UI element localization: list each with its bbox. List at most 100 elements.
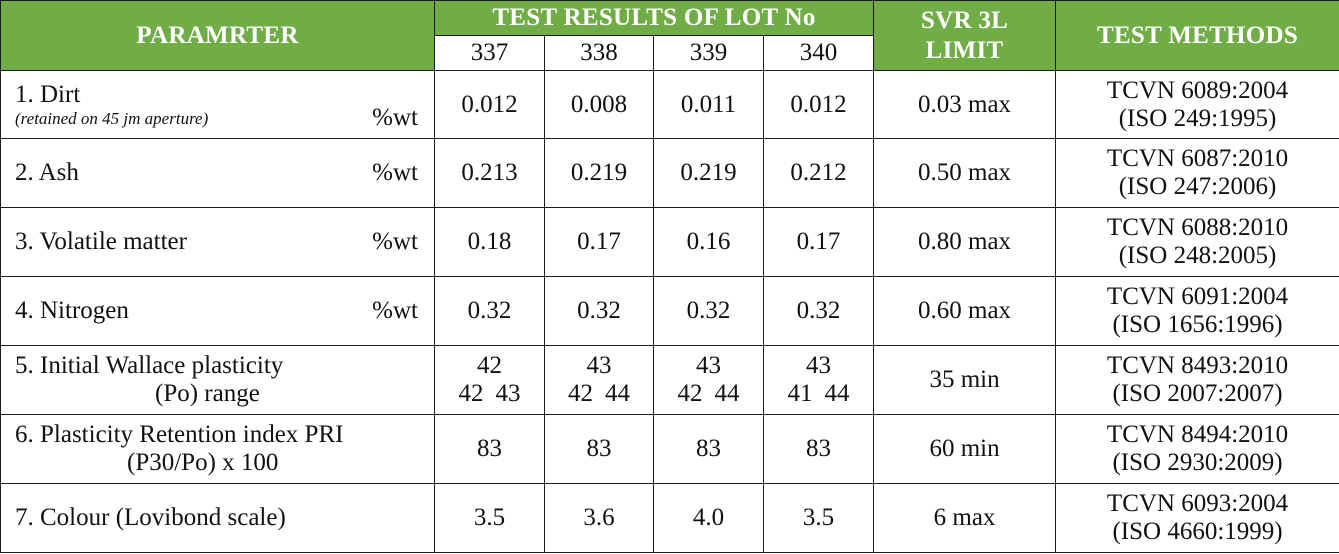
method-line: TCVN 8494:2010	[1106, 421, 1289, 448]
value-cell: 0.32	[653, 276, 764, 346]
value-cell: 0.32	[544, 276, 654, 346]
value-cell: 0.219	[653, 138, 764, 208]
header-parameter: PARAMRTER	[0, 0, 435, 71]
method-cell: TCVN 8493:2010 (ISO 2007:2007)	[1055, 345, 1339, 415]
param-note: (retained on 45 jm aperture)	[15, 108, 209, 128]
method-line: TCVN 6088:2010	[1106, 214, 1289, 241]
value-main: 43	[806, 352, 832, 379]
range-min: 42	[568, 380, 593, 407]
limit-cell: 0.80 max	[873, 207, 1057, 277]
value-cell: 43 42 44	[653, 345, 764, 415]
param-unit: %wt	[372, 297, 418, 324]
param-cell: 7. Colour (Lovibond scale)	[0, 483, 435, 553]
method-line: TCVN 6089:2004	[1106, 76, 1289, 104]
lot-339: 339	[653, 35, 764, 71]
value-cell: 83	[653, 414, 764, 484]
value-cell: 0.17	[762, 207, 875, 277]
range-min: 41	[787, 380, 813, 407]
method-line: TCVN 6087:2010	[1106, 145, 1289, 172]
method-line: (ISO 2930:2009)	[1112, 449, 1283, 476]
param-name: 1. Dirt	[15, 80, 81, 108]
method-line: (ISO 2007:2007)	[1112, 380, 1283, 407]
limit-cell: 60 min	[873, 414, 1057, 484]
param-name: 6. Plasticity Retention index PRI	[15, 421, 344, 448]
param-cell: 2. Ash %wt	[0, 138, 435, 208]
value-cell: 3.5	[762, 483, 875, 553]
method-line: TCVN 8493:2010	[1106, 352, 1289, 379]
value-cell: 3.5	[434, 483, 545, 553]
limit-cell: 0.03 max	[873, 70, 1057, 139]
value-range: 42 44	[654, 380, 763, 408]
table-row: 7. Colour (Lovibond scale) 3.5 3.6 4.0 3…	[0, 483, 1339, 553]
lot-340: 340	[762, 35, 875, 71]
value-cell: 42 42 43	[434, 345, 545, 415]
param-name-line2: (Po) range	[155, 380, 260, 407]
lot-338: 338	[544, 35, 654, 71]
param-name: 7. Colour (Lovibond scale)	[15, 504, 286, 531]
value-cell: 0.011	[653, 70, 764, 139]
param-unit: %wt	[372, 228, 418, 255]
param-unit: %wt	[372, 159, 418, 186]
header-test-results: TEST RESULTS OF LOT No	[433, 0, 875, 36]
table-row: 3. Volatile matter %wt 0.18 0.17 0.16 0.…	[0, 207, 1339, 277]
range-max: 44	[714, 380, 740, 407]
param-name-line2: (P30/Po) x 100	[127, 449, 279, 476]
value-main: 42	[477, 352, 502, 379]
method-line: (ISO 249:1995)	[1118, 104, 1277, 132]
table-row: 6. Plasticity Retention index PRI (P30/P…	[0, 414, 1339, 484]
param-cell: 6. Plasticity Retention index PRI (P30/P…	[0, 414, 435, 484]
value-cell: 0.16	[653, 207, 764, 277]
range-max: 44	[824, 380, 850, 407]
value-main: 43	[696, 352, 721, 379]
value-range: 41 44	[764, 380, 873, 408]
param-unit: %wt	[372, 104, 418, 131]
range-min: 42	[458, 380, 484, 407]
table-row: 1. Dirt (retained on 45 jm aperture) %wt…	[0, 70, 1339, 139]
value-range: 42 43	[435, 380, 544, 408]
method-line: (ISO 247:2006)	[1118, 173, 1277, 200]
range-max: 44	[605, 380, 630, 407]
value-range: 42 44	[545, 380, 653, 408]
limit-cell: 0.50 max	[873, 138, 1057, 208]
value-cell: 0.213	[434, 138, 545, 208]
method-cell: TCVN 6087:2010 (ISO 247:2006)	[1055, 138, 1339, 208]
method-cell: TCVN 8494:2010 (ISO 2930:2009)	[1055, 414, 1339, 484]
param-cell: 4. Nitrogen %wt	[0, 276, 435, 346]
value-cell: 83	[762, 414, 875, 484]
param-cell: 5. Initial Wallace plasticity (Po) range	[0, 345, 435, 415]
value-cell: 43 41 44	[762, 345, 875, 415]
value-cell: 0.008	[544, 70, 654, 139]
method-line: (ISO 248:2005)	[1118, 242, 1277, 269]
value-cell: 0.18	[434, 207, 545, 277]
param-cell: 1. Dirt (retained on 45 jm aperture) %wt	[0, 70, 435, 139]
method-line: TCVN 6091:2004	[1106, 283, 1289, 310]
value-cell: 3.6	[544, 483, 654, 553]
method-line: (ISO 4660:1999)	[1112, 518, 1283, 545]
limit-cell: 6 max	[873, 483, 1057, 553]
value-main: 43	[586, 352, 612, 379]
value-cell: 83	[434, 414, 545, 484]
lot-337: 337	[434, 35, 545, 71]
param-name: 5. Initial Wallace plasticity	[15, 352, 284, 379]
header-limit-text: SVR 3L LIMIT	[920, 6, 1009, 64]
value-cell: 4.0	[653, 483, 764, 553]
value-cell: 0.219	[544, 138, 654, 208]
param-cell: 3. Volatile matter %wt	[0, 207, 435, 277]
method-cell: TCVN 6088:2010 (ISO 248:2005)	[1055, 207, 1339, 277]
range-min: 42	[677, 380, 703, 407]
limit-cell: 35 min	[873, 345, 1057, 415]
method-cell: TCVN 6091:2004 (ISO 1656:1996)	[1055, 276, 1339, 346]
limit-cell: 0.60 max	[873, 276, 1057, 346]
param-name: 3. Volatile matter	[15, 228, 187, 255]
method-cell: TCVN 6093:2004 (ISO 4660:1999)	[1055, 483, 1339, 553]
value-cell: 0.32	[434, 276, 545, 346]
table-row: 5. Initial Wallace plasticity (Po) range…	[0, 345, 1339, 415]
range-max: 43	[495, 380, 521, 407]
value-cell: 0.212	[762, 138, 875, 208]
value-cell: 43 42 44	[544, 345, 654, 415]
param-name: 2. Ash	[15, 159, 79, 186]
method-line: TCVN 6093:2004	[1106, 490, 1289, 517]
value-cell: 83	[544, 414, 654, 484]
header-methods: TEST METHODS	[1055, 0, 1339, 71]
